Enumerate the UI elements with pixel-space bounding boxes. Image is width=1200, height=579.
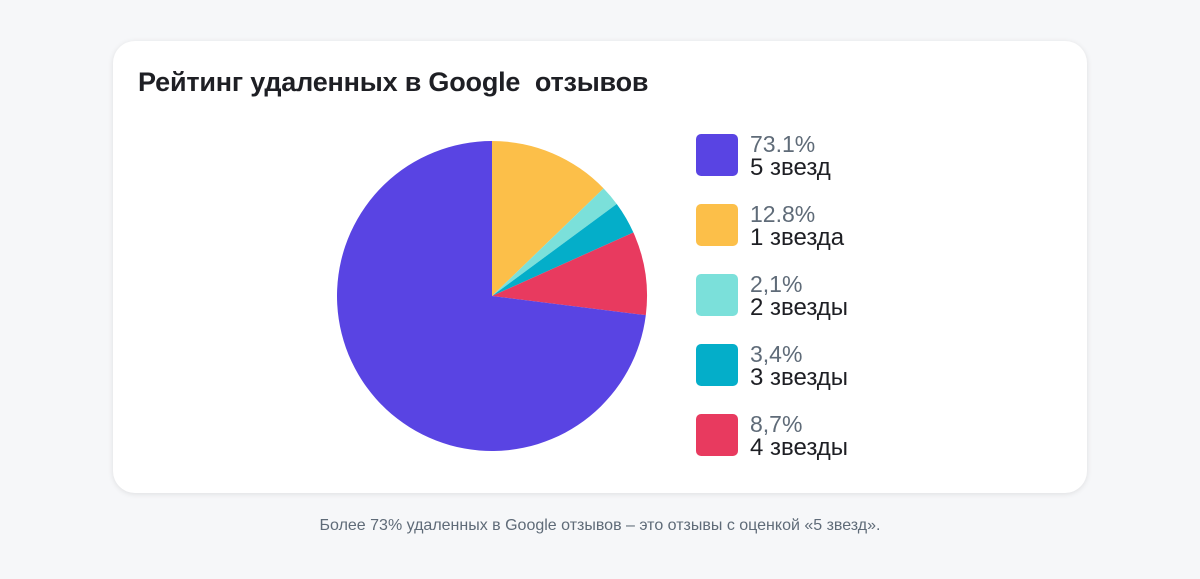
- legend-label: 3 звезды: [750, 364, 849, 391]
- legend-swatch: [696, 274, 738, 316]
- legend-item: 2,1% 2 звезды: [696, 271, 1056, 341]
- legend-item: 73.1% 5 звезд: [696, 131, 1056, 201]
- legend-label: 2 звезды: [750, 294, 849, 321]
- legend-label: 4 звезды: [750, 434, 849, 461]
- legend-percent: 2,1%: [750, 271, 803, 297]
- legend-percent: 3,4%: [750, 341, 803, 367]
- pie-slice-5: [337, 141, 646, 451]
- legend-label: 1 звезда: [750, 224, 845, 251]
- legend-swatch: [696, 204, 738, 246]
- legend-label: 5 звезд: [750, 154, 831, 181]
- legend-item: 12.8% 1 звезда: [696, 201, 1056, 271]
- legend-item: 8,7% 4 звезды: [696, 411, 1056, 481]
- legend-swatch: [696, 344, 738, 386]
- legend-percent: 73.1%: [750, 131, 816, 157]
- legend-percent: 12.8%: [750, 201, 816, 227]
- pie-slice-1: [492, 141, 604, 296]
- legend-item: 3,4% 3 звезды: [696, 341, 1056, 411]
- pie-slice-2: [492, 188, 617, 296]
- chart-title: Рейтинг удаленных в Google отзывов: [138, 67, 649, 97]
- legend-percent: 8,7%: [750, 411, 803, 437]
- pie-chart: [337, 141, 647, 451]
- legend-swatch: [696, 414, 738, 456]
- legend: 73.1% 5 звезд 12.8% 1 звезда 2,1% 2 звезды 3,4…: [696, 131, 1056, 481]
- chart-caption: Более 73% удаленных в Google отзывов – э…: [319, 517, 881, 534]
- legend-swatch: [696, 134, 738, 176]
- pie-slice-4: [492, 232, 647, 316]
- chart-card: Рейтинг удаленных в Google отзывов 73.1%…: [113, 41, 1087, 493]
- pie-slice-3: [492, 203, 634, 296]
